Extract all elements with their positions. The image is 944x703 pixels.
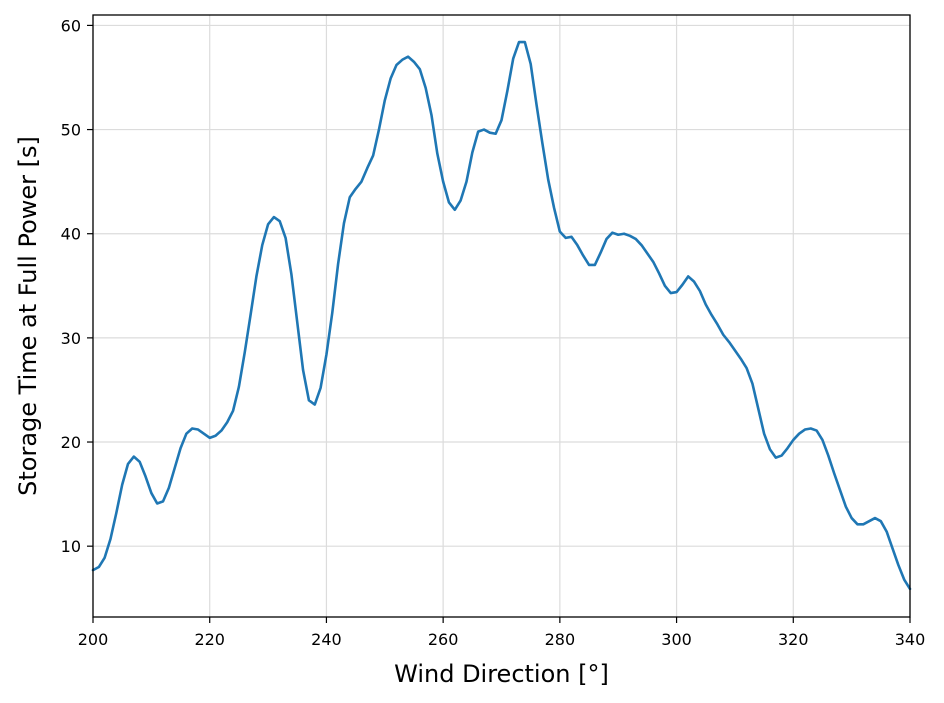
x-tick-label: 240	[311, 630, 342, 649]
x-axis-label: Wind Direction [°]	[394, 660, 609, 688]
series-layer	[91, 40, 912, 591]
plot-frame	[92, 14, 911, 618]
y-tick-label: 60	[61, 16, 81, 35]
x-tick-label: 340	[895, 630, 926, 649]
x-tick-label: 280	[545, 630, 576, 649]
y-tick-label: 50	[61, 121, 81, 140]
x-tick-label: 220	[194, 630, 225, 649]
series-line	[91, 40, 912, 591]
grid-lines	[92, 15, 911, 617]
axis-ticks: 200 220 240 260 280 300 320 340 10 20 30 40 50 60	[61, 16, 926, 649]
y-tick-label: 20	[61, 433, 81, 452]
x-tick-label: 320	[778, 630, 809, 649]
x-tick-label: 260	[428, 630, 459, 649]
x-tick-label: 300	[661, 630, 692, 649]
y-tick-label: 40	[61, 225, 81, 244]
y-tick-label: 10	[61, 537, 81, 556]
y-tick-label: 30	[61, 329, 81, 348]
x-tick-label: 200	[78, 630, 109, 649]
y-axis-label: Storage Time at Full Power [s]	[14, 136, 42, 496]
